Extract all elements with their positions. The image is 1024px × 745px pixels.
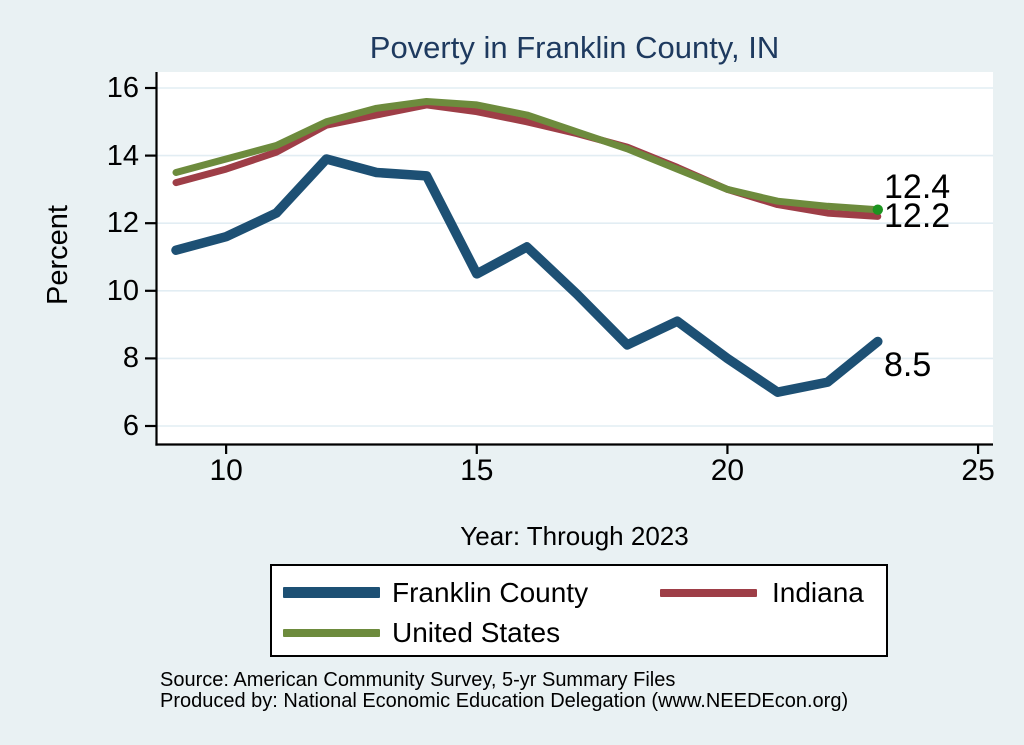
legend-swatch-franklin-county	[283, 587, 380, 598]
data-series-lines	[171, 98, 884, 397]
y-tick-label: 8	[122, 342, 139, 375]
y-tick-label: 10	[106, 274, 139, 307]
x-tick-label: 10	[209, 454, 243, 487]
end-label-indiana: 12.2	[884, 197, 951, 235]
legend-swatch-indiana	[660, 589, 757, 597]
chart-title: Poverty in Franklin County, IN	[369, 30, 780, 65]
end-marker-dot	[872, 204, 884, 215]
end-label-franklin-county: 8.5	[884, 346, 932, 384]
y-tick-label: 16	[106, 72, 139, 104]
axes	[155, 72, 993, 446]
x-tick-label: 20	[710, 454, 745, 487]
y-axis-title: Percent	[42, 205, 74, 305]
source-line-2: Produced by: National Economic Education…	[160, 690, 849, 712]
x-tick-label: 15	[460, 454, 494, 487]
x-axis-title: Year: Through 2023	[460, 521, 689, 551]
legend-label-united-states: United States	[392, 617, 561, 648]
y-tick-label: 12	[106, 207, 139, 240]
source-line-1: Source: American Community Survey, 5-yr …	[160, 669, 676, 691]
legend-label-franklin-county: Franklin County	[392, 577, 589, 608]
legend-box	[270, 564, 888, 657]
legend-swatch-united-states	[283, 629, 380, 637]
end-label-united-states: 12.4	[884, 168, 951, 206]
tick-marks	[145, 86, 980, 454]
legend-label-indiana: Indiana	[772, 577, 864, 608]
series-line-united-states	[172, 98, 882, 214]
x-tick-label: 25	[961, 454, 995, 487]
y-tick-label: 14	[106, 139, 139, 172]
y-tick-label: 6	[122, 410, 139, 442]
series-line-franklin-county	[171, 154, 883, 397]
